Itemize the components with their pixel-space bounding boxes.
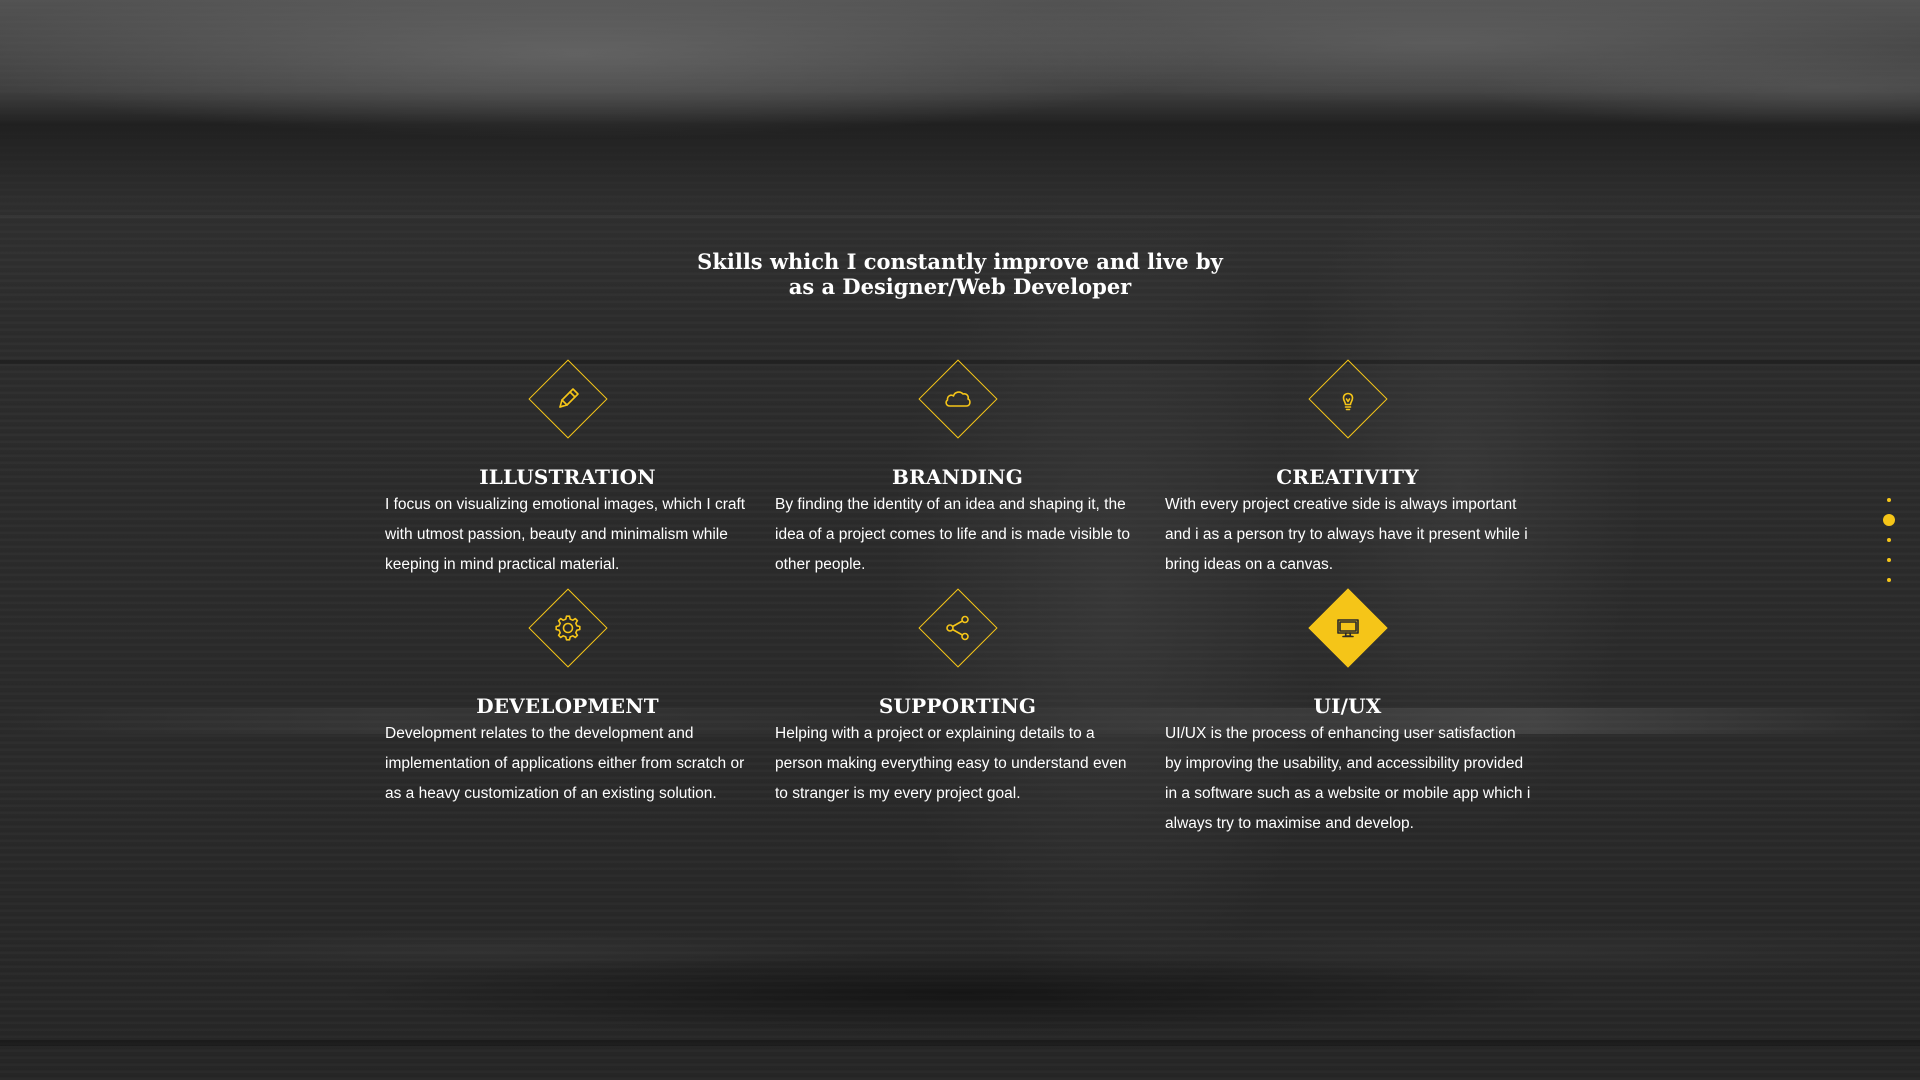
page-nav-dot[interactable] (1887, 538, 1891, 542)
skill-description: By finding the identity of an idea and s… (775, 496, 1130, 573)
share-icon (938, 608, 978, 648)
skill-title: BRANDING (892, 465, 1023, 489)
page-nav-dot[interactable] (1887, 498, 1891, 502)
skill-title: SUPPORTING (878, 694, 1037, 718)
page-nav-dot-active[interactable] (1883, 514, 1895, 526)
skill-description: UI/UX is the process of enhancing user s… (1165, 725, 1531, 832)
section-heading-line-2: as a Designer/Web Developer (788, 274, 1132, 300)
skill-title: DEVELOPMENT (476, 694, 659, 718)
skill-description: I focus on visualizing emotional images,… (385, 496, 746, 573)
page-nav-dots (1882, 496, 1896, 586)
skill-title: CREATIVITY (1276, 465, 1419, 489)
wood-grain-line (0, 1040, 1920, 1046)
monitor-icon (1328, 608, 1368, 648)
section-heading: Skills which I constantly improve and li… (660, 249, 1260, 299)
section-heading-line-1: Skills which I constantly improve and li… (697, 249, 1223, 275)
skill-description: Helping with a project or explaining det… (775, 725, 1127, 802)
cloud-icon (938, 379, 978, 419)
page-nav-dot[interactable] (1887, 578, 1891, 582)
skill-description: Development relates to the development a… (385, 725, 745, 802)
wood-grain-line (0, 215, 1920, 218)
skill-title: UI/UX (1313, 694, 1382, 718)
pencil-icon (548, 379, 588, 419)
lightbulb-icon (1328, 379, 1368, 419)
gear-icon (548, 608, 588, 648)
page-nav-dot[interactable] (1887, 558, 1891, 562)
skill-description: With every project creative side is alwa… (1165, 496, 1528, 573)
skill-title: ILLUSTRATION (479, 465, 656, 489)
